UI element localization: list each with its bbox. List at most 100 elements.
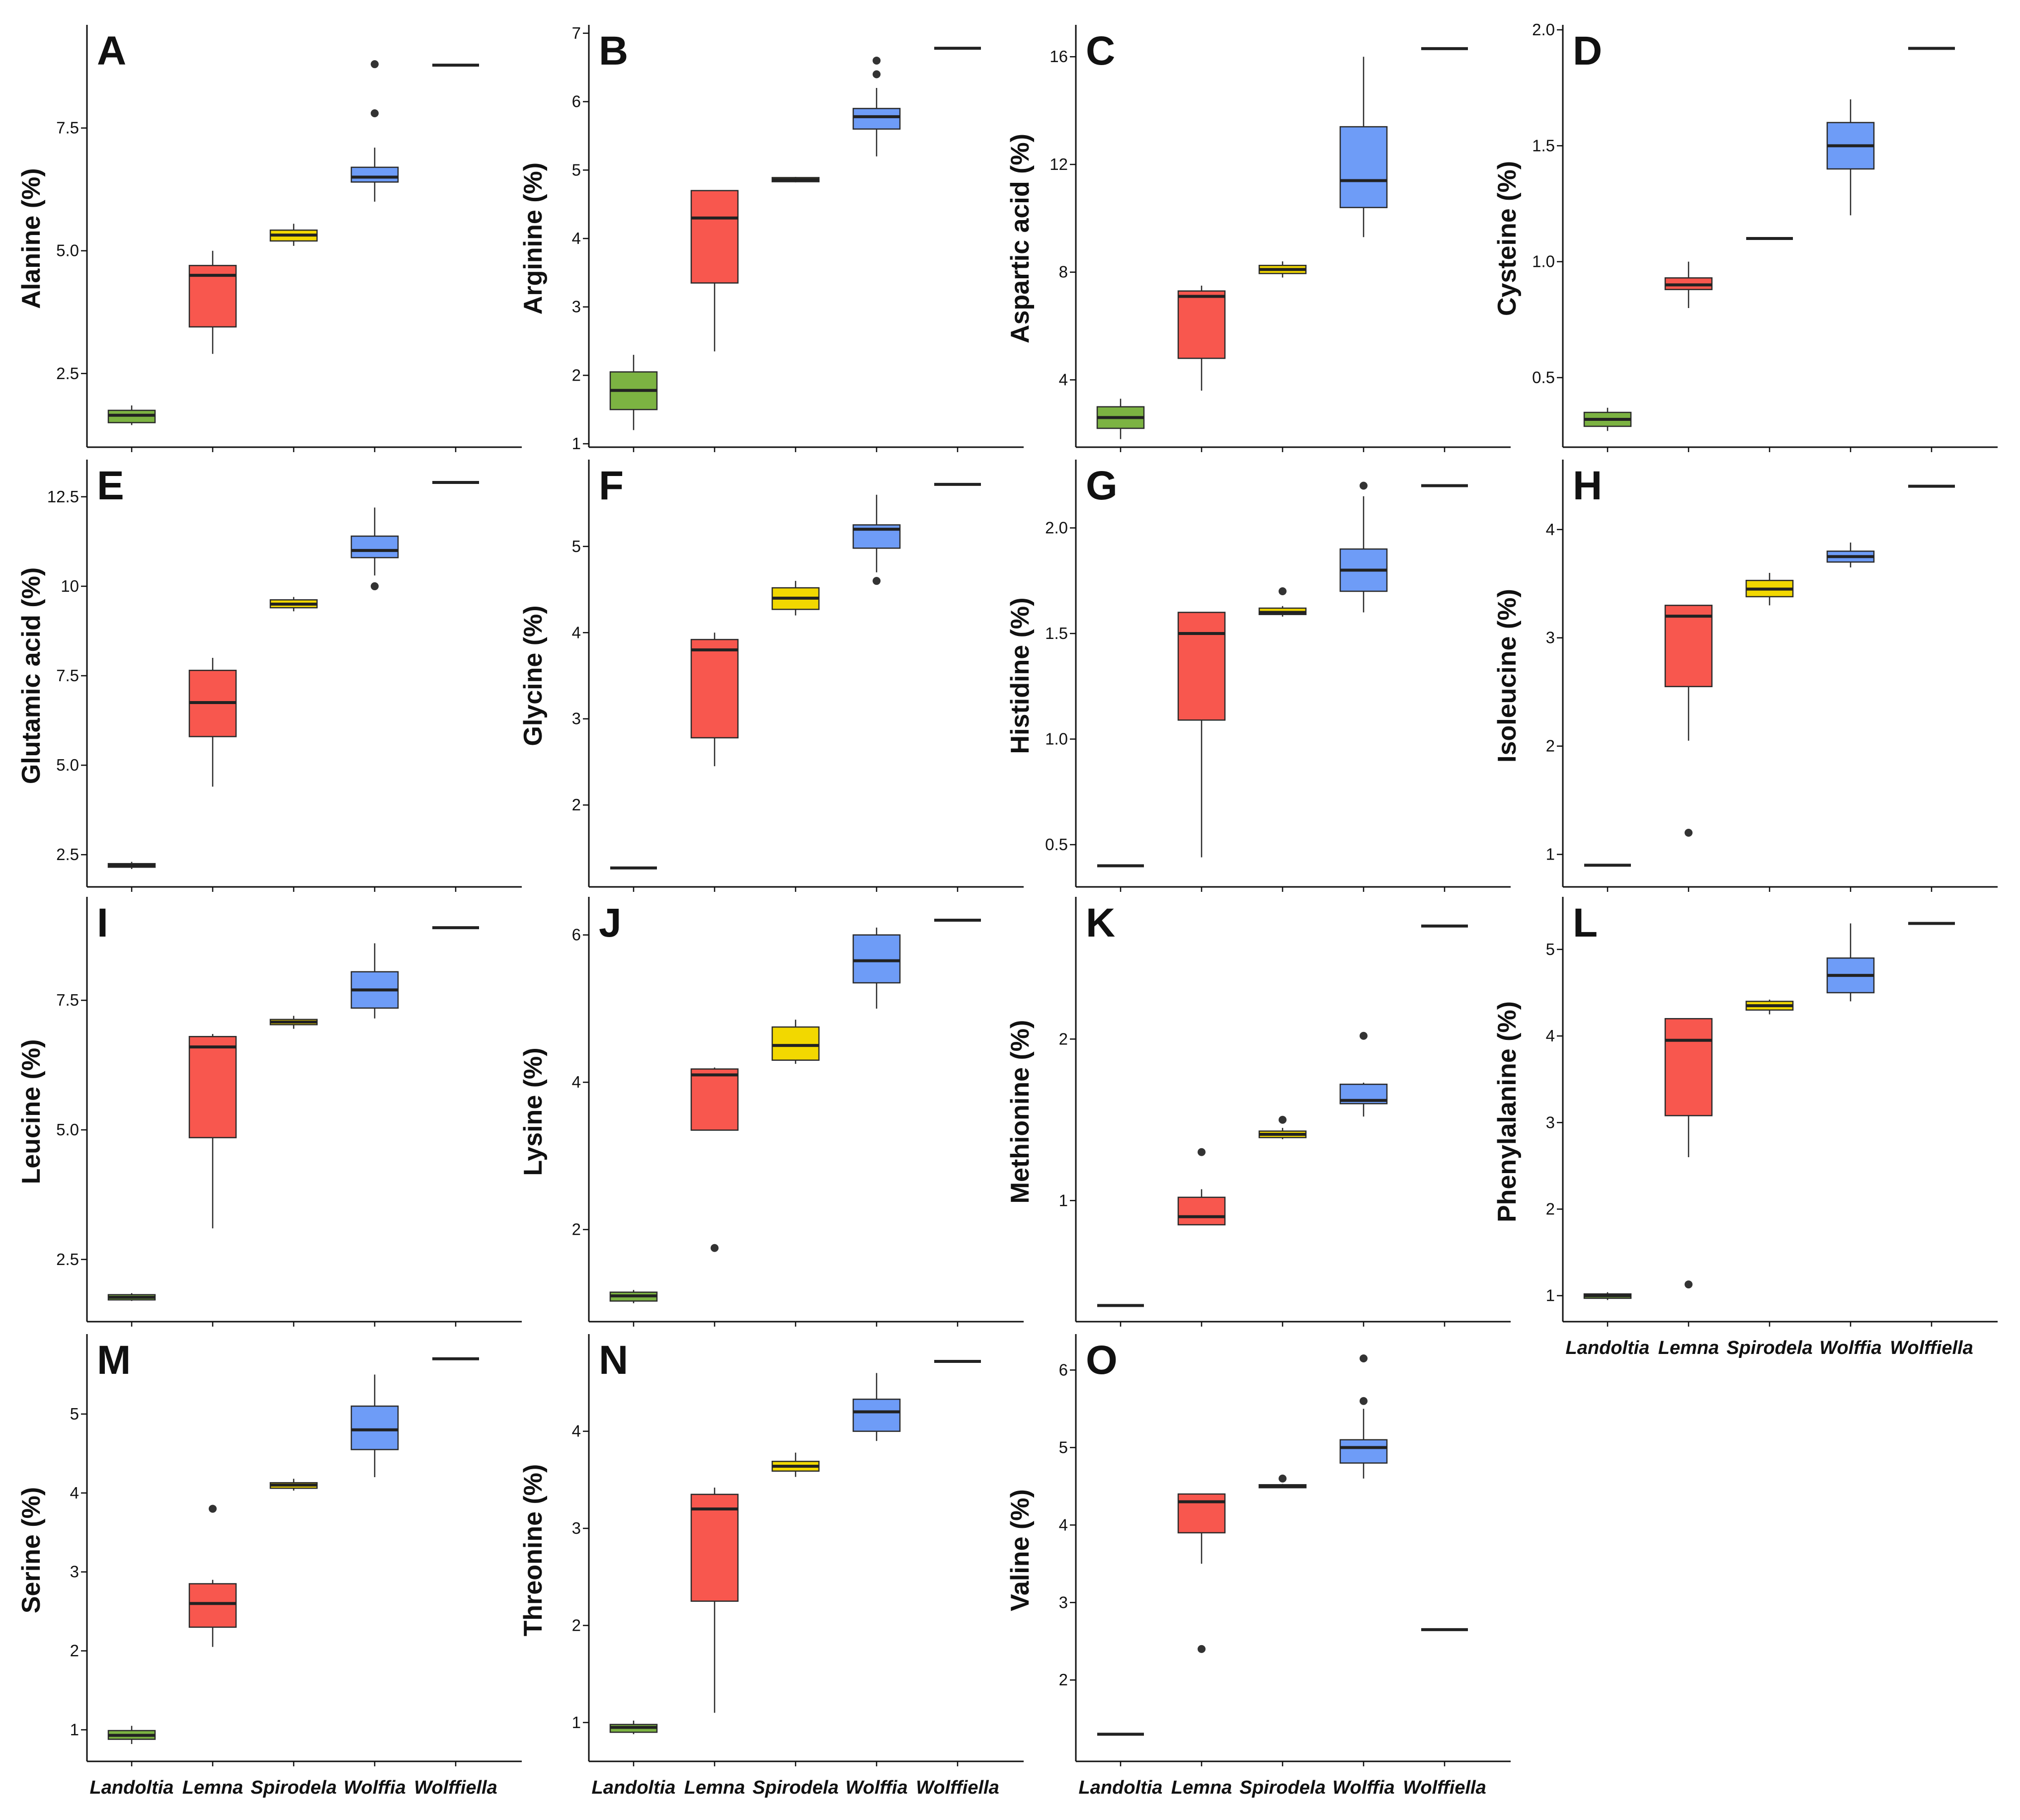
y-tick-label: 4 — [572, 623, 581, 641]
y-tick-label: 3 — [572, 710, 581, 728]
x-tick-label: Wolffia — [343, 1777, 405, 1798]
box-spirodela — [1746, 237, 1793, 452]
box-spirodela — [771, 177, 820, 452]
y-axis-label: Phenylalanine (%) — [1493, 1001, 1522, 1222]
x-tick-label: Wolffiella — [1890, 1338, 1973, 1358]
box-wolffia — [350, 60, 399, 452]
box-wolffia — [350, 507, 399, 892]
iqr-box — [1339, 1439, 1388, 1464]
box-wolffiella — [432, 481, 479, 892]
box-landoltia: Landoltia — [90, 1726, 174, 1798]
box-wolffiella — [1421, 924, 1468, 1327]
iqr-box — [690, 190, 739, 284]
y-tick-label: 1 — [572, 1713, 581, 1732]
iqr-box — [1177, 290, 1226, 359]
y-tick-label: 12 — [1050, 155, 1068, 173]
box-wolffia — [350, 943, 399, 1327]
panel-letter: H — [1573, 463, 1602, 508]
y-tick-label: 7 — [572, 24, 581, 42]
iqr-box — [350, 1405, 399, 1450]
box-lemna — [690, 1067, 739, 1327]
iqr-box — [852, 1398, 901, 1432]
outlier-point — [209, 1504, 217, 1513]
box-wolffia — [1826, 542, 1875, 892]
y-tick-label: 3 — [572, 298, 581, 316]
box-landoltia — [1097, 864, 1144, 892]
iqr-box — [350, 166, 399, 183]
box-landoltia — [1583, 407, 1632, 452]
y-tick-label: 3 — [1546, 629, 1555, 647]
box-spirodela — [1745, 572, 1794, 892]
y-tick-label: 1.0 — [1045, 730, 1068, 748]
box-wolffiella — [934, 47, 981, 452]
y-tick-label: 3 — [1059, 1593, 1068, 1611]
box-spirodela — [1258, 587, 1307, 892]
y-tick-label: 7.5 — [56, 666, 79, 685]
box-lemna: Lemna — [1171, 1493, 1232, 1798]
box-wolffia — [1339, 481, 1388, 892]
x-tick-label: Lemna — [1658, 1338, 1719, 1358]
box-wolffia — [852, 494, 901, 892]
x-tick-label: Wolffiella — [916, 1777, 999, 1798]
outlier-point — [1685, 1280, 1693, 1289]
outlier-point — [1279, 587, 1287, 595]
box-wolffiella: Wolffiella — [414, 1357, 497, 1798]
panel-i: I Leucine (%) 2.5 5.0 7.5 — [17, 897, 522, 1327]
outlier-point — [1279, 1115, 1287, 1124]
y-axis-label: Serine (%) — [17, 1487, 46, 1613]
outlier-point — [873, 577, 881, 585]
y-axis-label: Lysine (%) — [519, 1047, 548, 1176]
x-tick-label: Lemna — [182, 1777, 243, 1798]
box-landoltia: Landoltia — [1566, 1292, 1649, 1358]
y-tick-label: 1.5 — [1045, 624, 1068, 642]
box-landoltia: Landoltia — [592, 1720, 676, 1798]
panel-letter: N — [599, 1338, 628, 1383]
iqr-box — [188, 1035, 237, 1138]
outlier-point — [1360, 1031, 1368, 1040]
box-wolffiella — [432, 926, 479, 1327]
outlier-point — [371, 60, 379, 69]
panel-c: C Aspartic acid (%) 4 8 12 16 — [1006, 25, 1511, 452]
iqr-box — [1664, 1018, 1713, 1116]
box-wolffia — [1339, 57, 1388, 452]
outlier-point — [873, 56, 881, 65]
outlier-point — [1360, 1354, 1368, 1362]
panel-letter: F — [599, 463, 624, 508]
y-tick-label: 2 — [572, 795, 581, 814]
x-tick-label: Landoltia — [90, 1777, 174, 1798]
y-axis-label: Glutamic acid (%) — [17, 567, 46, 784]
panel-m: M Serine (%) 1 2 3 4 5 Landoltia Lemna Spirodela W… — [17, 1334, 522, 1798]
box-wolffiella — [1908, 47, 1955, 452]
box-landoltia — [107, 405, 156, 452]
y-axis-label: Alanine (%) — [17, 168, 46, 309]
iqr-box — [852, 934, 901, 984]
box-lemna — [1664, 261, 1713, 452]
panel-b: B Arginine (%) 1 2 3 4 5 6 7 — [519, 24, 1024, 453]
box-spirodela — [269, 597, 318, 892]
y-tick-label: 4 — [572, 1073, 581, 1091]
box-wolffiella — [1421, 484, 1468, 892]
iqr-box — [1177, 612, 1226, 721]
y-axis-label: Cysteine (%) — [1493, 161, 1522, 316]
box-spirodela — [269, 224, 318, 452]
x-tick-label: Landoltia — [592, 1777, 676, 1798]
box-lemna: Lemna — [1658, 1018, 1719, 1358]
y-axis-label: Methionine (%) — [1006, 1020, 1035, 1204]
box-landoltia — [609, 355, 658, 452]
box-landoltia — [107, 862, 156, 892]
box-lemna — [1664, 605, 1713, 892]
y-tick-label: 6 — [1059, 1360, 1068, 1379]
iqr-box — [690, 638, 739, 739]
y-tick-label: 3 — [70, 1563, 79, 1581]
y-tick-label: 4 — [572, 229, 581, 247]
box-lemna — [188, 657, 237, 892]
y-tick-label: 1 — [70, 1720, 79, 1739]
box-lemna — [1177, 285, 1226, 452]
y-tick-label: 1 — [1059, 1191, 1068, 1209]
y-tick-label: 5 — [572, 537, 581, 555]
box-spirodela — [1258, 1115, 1307, 1327]
iqr-box — [1177, 1493, 1226, 1534]
y-tick-label: 1.5 — [1532, 136, 1555, 155]
box-landoltia — [1097, 1304, 1144, 1327]
x-tick-label: Spirodela — [752, 1777, 838, 1798]
